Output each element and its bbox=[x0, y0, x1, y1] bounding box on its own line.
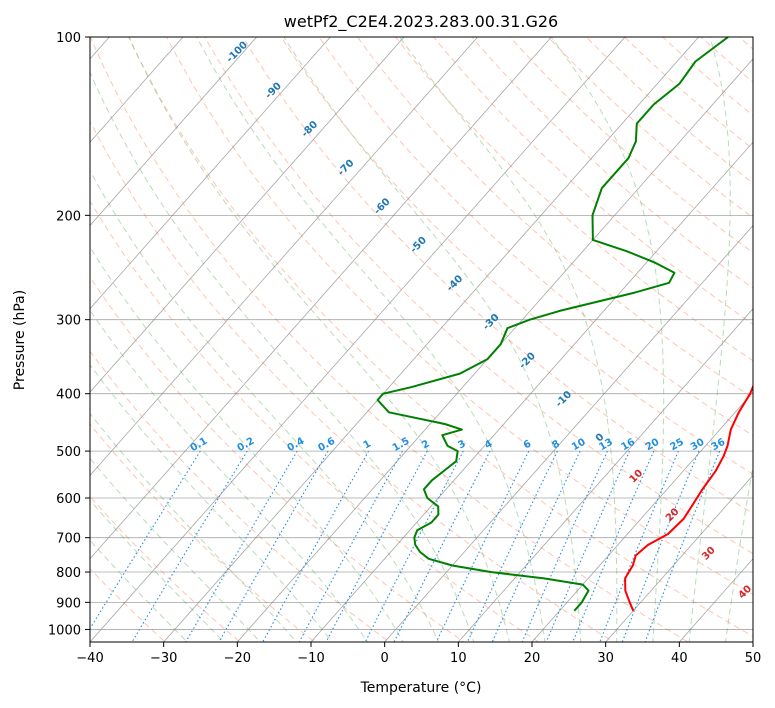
mixing-ratio-line bbox=[435, 450, 530, 642]
y-tick-label: 100 bbox=[56, 31, 81, 46]
x-tick-label: −30 bbox=[150, 651, 177, 666]
mixing-ratio-line bbox=[218, 450, 329, 642]
moist-adiabat bbox=[90, 309, 369, 642]
x-tick-label: 50 bbox=[745, 651, 762, 666]
chart-title: wetPf2_C2E4.2023.283.00.31.G26 bbox=[284, 12, 558, 32]
y-tick-label: 1000 bbox=[48, 623, 81, 638]
mixing-ratio-label: 1 bbox=[362, 438, 374, 451]
mixing-ratio-line bbox=[262, 450, 370, 642]
x-tick-label: 10 bbox=[450, 651, 467, 666]
moist-adiabat bbox=[128, 37, 510, 642]
moist-adiabat bbox=[90, 169, 440, 642]
x-tick-label: −40 bbox=[76, 651, 103, 666]
x-tick-label: 0 bbox=[381, 651, 389, 666]
x-axis-label: Temperature (°C) bbox=[360, 680, 482, 696]
x-tick-label: −10 bbox=[297, 651, 324, 666]
dry-adiabat bbox=[394, 37, 753, 362]
dry-adiabat bbox=[90, 37, 690, 642]
mixing-ratio-line bbox=[599, 450, 679, 642]
axes: −40 −30 −20 −10 0 10 20 30 40 50 100 200 300 400 500 60… bbox=[48, 31, 761, 666]
y-tick-label: 700 bbox=[56, 532, 81, 547]
moist-adiabat bbox=[90, 71, 475, 642]
isotherm bbox=[384, 224, 753, 642]
isotherm bbox=[458, 308, 753, 642]
dry-adiabat bbox=[280, 37, 753, 475]
moist-adiabat bbox=[90, 539, 188, 642]
y-tick-label: 500 bbox=[56, 445, 81, 460]
dry-adiabat bbox=[433, 37, 753, 325]
mixing-ratio-label: 3 bbox=[456, 438, 468, 451]
dry-adiabat bbox=[90, 276, 465, 642]
mixing-ratio-line bbox=[621, 450, 700, 642]
x-tick-label: 30 bbox=[597, 651, 614, 666]
isotherm bbox=[163, 37, 699, 642]
dry-adiabat bbox=[204, 37, 753, 555]
y-tick-label: 800 bbox=[56, 566, 81, 581]
moist-adiabat bbox=[550, 37, 665, 642]
x-tick-label: 20 bbox=[524, 651, 541, 666]
mixing-ratio-label: 4 bbox=[483, 438, 495, 451]
plot-frame bbox=[89, 36, 754, 643]
moist-adiabat bbox=[283, 37, 582, 642]
moist-adiabat bbox=[399, 37, 618, 642]
y-axis-label: Pressure (hPa) bbox=[12, 290, 28, 390]
y-tick-label: 900 bbox=[56, 596, 81, 611]
isotherm bbox=[90, 37, 478, 476]
isotherm bbox=[90, 37, 405, 393]
dry-adiabat bbox=[127, 37, 753, 637]
mixing-ratio-line bbox=[545, 450, 631, 642]
dry-adiabat bbox=[547, 37, 753, 219]
isotherm bbox=[531, 391, 753, 642]
mixing-ratio-line bbox=[298, 450, 403, 642]
mixing-ratio-label: 2 bbox=[420, 438, 432, 451]
moist-adiabat bbox=[688, 37, 731, 642]
mixing-ratio-line bbox=[491, 450, 581, 642]
isotherm bbox=[90, 37, 184, 143]
mixing-ratio-line bbox=[521, 450, 608, 642]
moist-adiabat bbox=[90, 457, 261, 642]
temperature-profile bbox=[624, 383, 753, 612]
dry-adiabat bbox=[90, 120, 615, 642]
moist-adiabat bbox=[90, 412, 297, 642]
mixing-ratio-line bbox=[466, 450, 558, 642]
mixing-ratio-label: 6 bbox=[522, 438, 534, 451]
y-tick-label: 300 bbox=[56, 314, 81, 329]
isotherm bbox=[90, 37, 257, 227]
isotherm bbox=[237, 58, 753, 642]
isotherm bbox=[310, 141, 753, 642]
isotherm bbox=[90, 37, 552, 560]
isotherm bbox=[605, 474, 753, 642]
mixing-ratio-label: 8 bbox=[550, 438, 562, 451]
dry-adiabat bbox=[623, 37, 753, 150]
dry-adiabat bbox=[509, 37, 753, 254]
dry-adiabat bbox=[90, 423, 316, 642]
moist-adiabat bbox=[725, 463, 753, 642]
isotherm bbox=[90, 37, 331, 310]
x-tick-label: −20 bbox=[224, 651, 251, 666]
x-tick-label: 40 bbox=[671, 651, 688, 666]
dry-adiabat bbox=[242, 37, 753, 515]
mixing-ratio-line bbox=[572, 450, 655, 642]
y-tick-label: 200 bbox=[56, 209, 81, 224]
dry-adiabat bbox=[662, 37, 753, 117]
dry-adiabat bbox=[90, 200, 540, 642]
y-tick-label: 600 bbox=[56, 492, 81, 507]
dewpoint-profile bbox=[376, 37, 729, 612]
y-tick-label: 400 bbox=[56, 388, 81, 403]
mixing-ratio-line bbox=[393, 450, 491, 642]
isotherm bbox=[90, 37, 626, 642]
